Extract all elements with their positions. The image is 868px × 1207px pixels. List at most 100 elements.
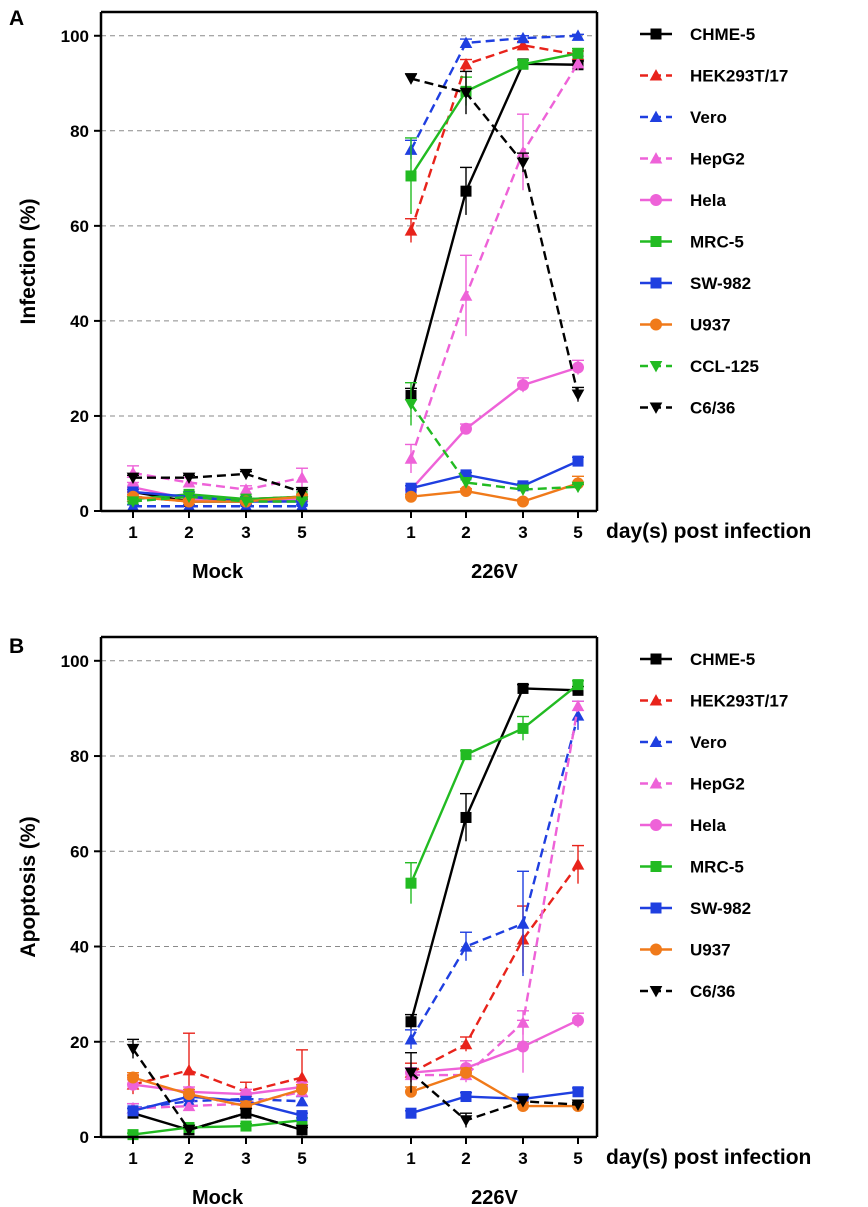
data-point <box>571 1099 585 1111</box>
legend-entry: Hela <box>690 191 726 210</box>
x-tick-label: 3 <box>518 523 527 542</box>
series-line <box>132 1069 303 1093</box>
y-tick-label: 0 <box>80 502 89 521</box>
data-point <box>239 496 253 508</box>
legend-entry: C6/36 <box>690 399 735 418</box>
data-point <box>459 477 473 489</box>
y-tick-label: 0 <box>80 1128 89 1147</box>
y-tick-label: 80 <box>70 122 89 141</box>
data-point <box>459 940 473 952</box>
legend-entry: CHME-5 <box>690 650 755 669</box>
legend-marker <box>649 985 663 998</box>
data-point <box>517 379 529 392</box>
data-point <box>460 749 472 761</box>
legend-entry: U937 <box>690 316 731 335</box>
data-point <box>459 36 473 48</box>
data-point <box>405 1107 417 1119</box>
x-tick-label: 1 <box>128 1149 137 1168</box>
legend-entry: C6/36 <box>690 982 735 1001</box>
data-point <box>126 472 140 485</box>
data-point <box>404 224 418 236</box>
legend-entry: HepG2 <box>690 150 745 169</box>
legend-entry: Vero <box>690 108 727 127</box>
data-point <box>295 486 309 499</box>
data-point <box>239 1108 253 1120</box>
legend-entry: CHME-5 <box>690 25 755 44</box>
legend-entry: MRC-5 <box>690 233 744 252</box>
series-line <box>411 705 580 1077</box>
x-tick-label: 5 <box>297 1149 306 1168</box>
data-point <box>572 684 584 696</box>
chart-panel-A: A 0 20 40 60 80 100 1 2 3 5 Mock 1 2 3 5 226V day(s) post… <box>9 7 811 583</box>
series-mrc-5 <box>127 47 584 505</box>
y-axis-title: Apoptosis (%) <box>17 816 40 957</box>
data-point <box>182 1124 196 1137</box>
legend-marker <box>649 735 663 748</box>
data-point <box>571 858 585 870</box>
legend-entry: HEK293T/17 <box>690 67 788 86</box>
data-point <box>571 699 585 712</box>
data-point <box>127 1105 139 1117</box>
y-tick-label: 60 <box>70 842 89 861</box>
legend-entry: U937 <box>690 941 731 960</box>
legend-marker <box>650 902 662 914</box>
data-point <box>571 389 585 401</box>
series-line <box>409 44 579 231</box>
data-point <box>460 1066 472 1079</box>
series-line <box>410 460 579 490</box>
data-point <box>459 87 473 100</box>
series-line <box>132 495 302 503</box>
series-line <box>409 715 580 1040</box>
legend-marker <box>650 28 662 40</box>
legend-marker <box>649 694 663 706</box>
x-axis-title: day(s) post infection <box>606 520 811 543</box>
data-point <box>571 57 585 69</box>
x-tick-label: 3 <box>518 1149 527 1168</box>
series-hepg2 <box>126 699 585 1114</box>
series-hek293t-17 <box>126 844 585 1108</box>
panel-label: B <box>9 635 24 658</box>
group-label: 226V <box>471 1187 518 1207</box>
chart-panel-B: B 0 20 40 60 80 100 1 2 3 5 Mock 1 2 3 5 226V day(s) post… <box>9 635 811 1207</box>
legend-marker <box>650 277 662 289</box>
x-tick-label: 1 <box>406 1149 415 1168</box>
series-line <box>410 77 580 395</box>
series-line <box>409 62 579 396</box>
series-ccl-125 <box>126 381 585 508</box>
y-tick-label: 20 <box>70 1033 89 1052</box>
series-line <box>133 472 303 494</box>
series-line <box>410 1019 579 1074</box>
data-point <box>516 145 530 158</box>
data-point <box>459 1115 473 1127</box>
legend-entry: HepG2 <box>690 775 745 794</box>
series-line <box>132 1119 303 1136</box>
data-point <box>517 495 529 508</box>
series-c6-36 <box>126 70 585 499</box>
y-tick-label: 40 <box>70 938 89 957</box>
data-point <box>240 1120 252 1132</box>
legend-marker <box>650 861 662 872</box>
data-point <box>572 1086 584 1098</box>
data-point <box>405 1016 417 1028</box>
x-tick-label: 2 <box>184 1149 193 1168</box>
series-line <box>410 366 579 491</box>
data-point <box>459 1037 473 1050</box>
legend-marker <box>649 152 663 164</box>
data-point <box>404 1033 418 1045</box>
data-point <box>404 399 418 411</box>
series-line <box>132 1048 303 1132</box>
data-point <box>239 483 253 495</box>
data-point <box>126 1043 140 1056</box>
x-tick-label: 5 <box>297 523 306 542</box>
data-point <box>572 361 584 374</box>
data-point <box>404 73 418 85</box>
series-line <box>409 52 579 177</box>
series-line <box>410 1071 578 1108</box>
legend-marker <box>650 943 662 956</box>
series-line <box>409 683 579 884</box>
data-point <box>517 1040 529 1053</box>
data-point <box>516 38 530 51</box>
data-point <box>405 877 417 889</box>
data-point <box>460 811 472 823</box>
